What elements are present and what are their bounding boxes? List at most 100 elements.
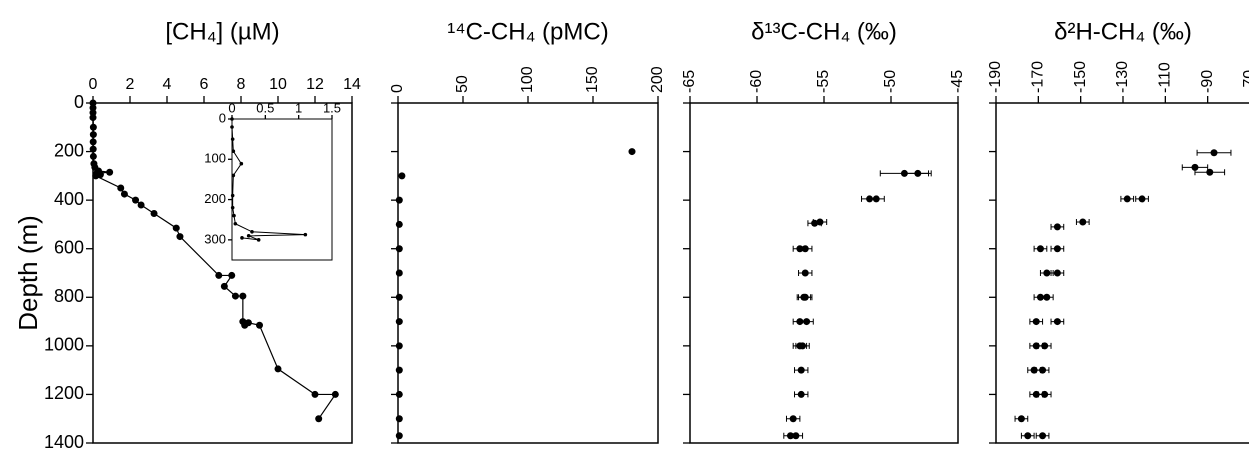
- data-point: [1123, 195, 1131, 203]
- data-point: [395, 220, 403, 228]
- data-point: [256, 321, 263, 329]
- data-point: [803, 318, 811, 326]
- data-point: [246, 234, 251, 238]
- data-point: [1053, 269, 1061, 277]
- data-point: [230, 125, 234, 129]
- data-point: [1053, 245, 1061, 253]
- data-point: [801, 269, 809, 277]
- plot-frame: [231, 118, 333, 261]
- data-point: [89, 131, 97, 139]
- y-tick-label: 200: [54, 140, 84, 160]
- data-point: [395, 432, 403, 440]
- data-point: [89, 109, 97, 117]
- x-tick-label: 0.5: [256, 100, 274, 115]
- x-tick-label: -190: [987, 61, 1004, 93]
- data-point: [239, 161, 244, 166]
- data-point: [1043, 293, 1051, 301]
- x-tick-label: -110: [1157, 62, 1174, 93]
- x-tick-label: -65: [681, 70, 698, 93]
- data-point: [106, 168, 114, 176]
- data-point: [395, 293, 403, 301]
- y-tick-label: 100: [204, 151, 226, 166]
- data-point: [1032, 318, 1040, 326]
- data-point: [395, 366, 403, 374]
- data-point: [117, 184, 125, 192]
- data-point: [89, 123, 97, 131]
- data-point: [176, 233, 184, 241]
- data-point: [220, 282, 228, 290]
- y-tick-label: 300: [204, 231, 226, 246]
- data-point: [89, 104, 97, 112]
- data-point: [137, 201, 145, 209]
- data-point: [311, 390, 319, 398]
- data-point: [89, 114, 97, 122]
- data-point: [172, 224, 180, 232]
- data-point: [250, 230, 254, 234]
- data-point: [872, 195, 880, 203]
- data-point: [395, 196, 403, 204]
- data-point: [231, 292, 239, 300]
- data-point: [398, 172, 406, 180]
- chart-title: [CH₄] (µM): [165, 18, 279, 45]
- y-tick-label: 0: [219, 110, 226, 125]
- y-axis-label: Depth (m): [13, 215, 43, 331]
- data-point: [1138, 195, 1146, 203]
- x-tick-label: 2: [126, 76, 135, 93]
- data-point: [395, 415, 403, 423]
- data-point: [1041, 390, 1049, 398]
- x-tick-label: 4: [163, 76, 172, 93]
- data-point: [395, 269, 403, 277]
- data-point: [628, 148, 636, 156]
- y-tick-label: 600: [54, 237, 84, 257]
- data-point: [801, 245, 809, 253]
- y-tick-label: 1000: [44, 335, 84, 355]
- x-tick-label: 6: [200, 76, 209, 93]
- x-tick-label: 0: [89, 76, 98, 93]
- data-point: [89, 152, 97, 160]
- data-point: [215, 271, 223, 279]
- data-point: [240, 236, 244, 240]
- data-point: [231, 149, 236, 154]
- data-point: [914, 169, 922, 177]
- x-tick-label: -55: [815, 70, 832, 93]
- x-tick-label: 8: [237, 76, 246, 93]
- y-tick-label: 200: [204, 191, 226, 206]
- data-point: [303, 232, 308, 237]
- data-point: [230, 137, 235, 141]
- data-point: [92, 172, 100, 180]
- data-point: [395, 342, 403, 350]
- data-point: [801, 293, 809, 301]
- x-tick-label: 150: [584, 66, 601, 93]
- data-point: [395, 390, 403, 398]
- plot-frame: [397, 102, 659, 444]
- data-point: [1036, 245, 1044, 253]
- data-point: [230, 117, 234, 121]
- data-point: [120, 190, 128, 198]
- data-point: [789, 415, 797, 423]
- chart-title: δ²H-CH₄ (‰): [1054, 18, 1192, 45]
- data-point: [315, 415, 323, 423]
- data-point: [274, 365, 282, 373]
- data-point: [1079, 218, 1087, 226]
- data-point: [1017, 415, 1025, 423]
- data-point: [230, 193, 235, 198]
- data-point: [89, 99, 97, 107]
- data-point: [232, 213, 236, 218]
- data-point: [1039, 432, 1047, 440]
- data-point: [395, 245, 403, 253]
- x-tick-label: -45: [949, 70, 966, 93]
- y-tick-label: 0: [74, 92, 84, 112]
- data-point: [1041, 342, 1049, 350]
- x-tick-label: -130: [1114, 61, 1131, 93]
- data-point: [331, 390, 339, 398]
- x-tick-label: 50: [454, 75, 471, 93]
- data-point: [1024, 432, 1032, 440]
- data-point: [239, 292, 247, 300]
- x-tick-label: -90: [1199, 70, 1216, 93]
- data-point: [1043, 269, 1051, 277]
- data-point: [244, 319, 252, 327]
- data-point: [797, 366, 805, 374]
- data-point: [230, 205, 235, 210]
